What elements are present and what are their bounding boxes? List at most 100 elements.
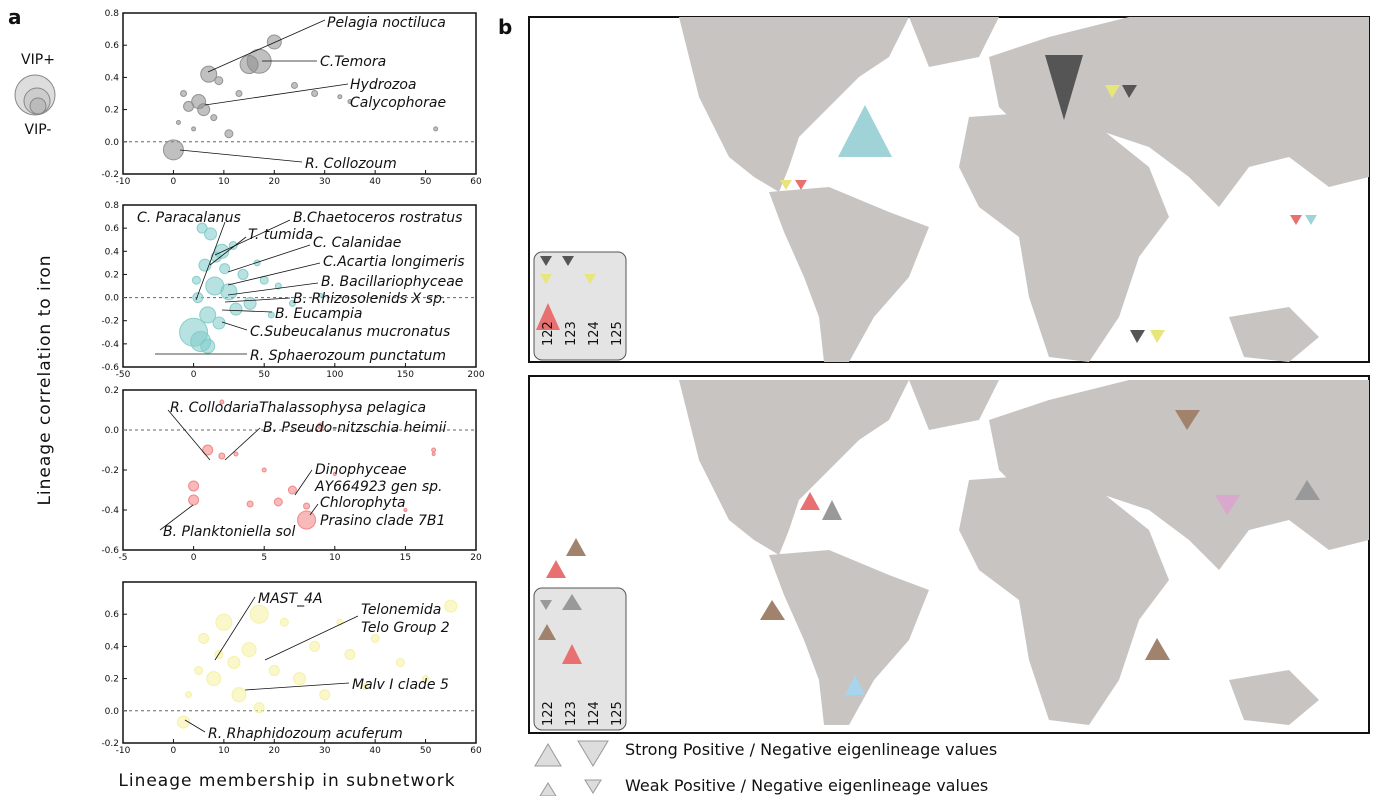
y-tick-label: -0.4	[101, 506, 119, 516]
bubble	[433, 126, 439, 132]
annotation: T. tumida	[248, 227, 313, 243]
annotation: Dinophyceae	[315, 462, 407, 478]
map-bottom	[528, 375, 1370, 734]
y-tick-label: 0.2	[105, 386, 119, 396]
annotation: C. Calanidae	[313, 235, 401, 251]
y-tick-label: 0.0	[105, 707, 120, 717]
bubble	[185, 691, 193, 699]
y-tick-label: 0.4	[105, 642, 120, 652]
x-tick-label: 60	[470, 177, 482, 187]
bubble	[311, 90, 319, 97]
bubble	[403, 508, 408, 512]
x-tick-label: 0	[171, 177, 177, 187]
y-tick-label: -0.2	[101, 317, 119, 327]
bubble	[293, 672, 306, 686]
y-tick-label: 0.2	[105, 675, 119, 685]
annotation: R. Rhaphidozoum acuferum	[208, 726, 403, 742]
bubble	[273, 497, 283, 507]
leader-line	[224, 297, 291, 303]
leader-line	[204, 83, 349, 106]
station-label: 123	[564, 701, 579, 726]
leader-line	[264, 615, 359, 661]
x-tick-label: 100	[326, 370, 343, 380]
bubble	[191, 275, 201, 285]
leader-line	[244, 682, 350, 691]
bubble	[206, 671, 222, 687]
bubble	[347, 99, 353, 105]
bubble	[253, 259, 261, 267]
bubble	[183, 100, 195, 112]
bubble	[204, 227, 218, 241]
bubble	[297, 510, 317, 530]
panel-label: a	[8, 5, 22, 29]
y-tick-label: -0.2	[101, 739, 119, 749]
annotation: B. Bacillariophyceae	[321, 274, 463, 290]
y-tick-label: 0.0	[105, 138, 120, 148]
annotation: C. Paracalanus	[137, 210, 241, 226]
annotation: C.Subeucalanus mucronatus	[250, 324, 450, 340]
bubble	[191, 126, 197, 132]
bubble	[267, 311, 275, 319]
bubble	[253, 702, 265, 714]
bubble	[192, 292, 204, 304]
station-label: 122	[541, 701, 556, 726]
bubble	[444, 599, 458, 613]
annotation: R. CollodariaThalassophysa pelagica	[170, 400, 426, 416]
bubble	[212, 316, 226, 330]
x-tick-label: 20	[269, 177, 281, 187]
x-tick-label: 200	[467, 370, 484, 380]
vip-minus: VIP-	[25, 122, 52, 138]
leader-line	[294, 469, 313, 496]
annotation: MAST_4A	[258, 591, 323, 607]
bubble	[200, 65, 218, 83]
leader-line	[179, 149, 303, 163]
annotation: B. Planktoniella sol	[163, 524, 295, 540]
bubble	[180, 90, 188, 97]
bubble	[274, 282, 282, 290]
bubble	[303, 502, 311, 510]
bubble	[239, 55, 259, 75]
bubble	[261, 467, 267, 473]
bubble	[177, 715, 191, 729]
annotation: C.Acartia longimeris	[323, 254, 465, 270]
x-tick-label: -5	[119, 553, 128, 563]
x-tick-label: 20	[470, 553, 482, 563]
bubble	[317, 422, 325, 430]
bubble	[266, 34, 282, 50]
annotation: C.Temora	[320, 54, 386, 70]
annotation: R. Sphaerozoum punctatum	[250, 348, 446, 364]
x-tick-label: 50	[420, 177, 432, 187]
y-tick-label: 0.8	[105, 9, 120, 19]
station-label: 122	[541, 321, 556, 346]
bubble	[309, 640, 321, 652]
x-tick-label: 10	[218, 746, 230, 756]
x-tick-label: 40	[369, 177, 381, 187]
bubble	[210, 251, 222, 263]
vip-plus: VIP+	[21, 52, 55, 68]
bubble	[395, 658, 405, 667]
annotation: B.Chaetoceros rostratus	[293, 210, 462, 226]
bubble	[210, 114, 218, 122]
x-tick-label: 0	[191, 553, 197, 563]
panel-label: b	[498, 15, 512, 39]
x-tick-label: 20	[269, 746, 281, 756]
bubble	[279, 617, 289, 627]
annotation: B. Pseudo-nitzschia heimii	[263, 420, 447, 436]
bubble	[224, 129, 234, 139]
y-tick-label: 0.2	[105, 270, 119, 280]
leader-line	[195, 221, 226, 301]
bubble	[220, 283, 238, 301]
station-labels: 122 123 124 125 122 123 124 125	[541, 321, 625, 726]
bubble	[241, 642, 257, 658]
leader-line	[167, 409, 211, 461]
x-tick-label: 30	[319, 177, 331, 187]
vip-circle	[29, 97, 47, 115]
bubble	[198, 632, 210, 644]
bubble	[233, 451, 239, 457]
bubble	[199, 306, 217, 324]
x-tick-label: 15	[400, 553, 411, 563]
bubble	[319, 689, 331, 701]
leader-line	[224, 427, 261, 461]
x-tick-label: -10	[116, 177, 131, 187]
